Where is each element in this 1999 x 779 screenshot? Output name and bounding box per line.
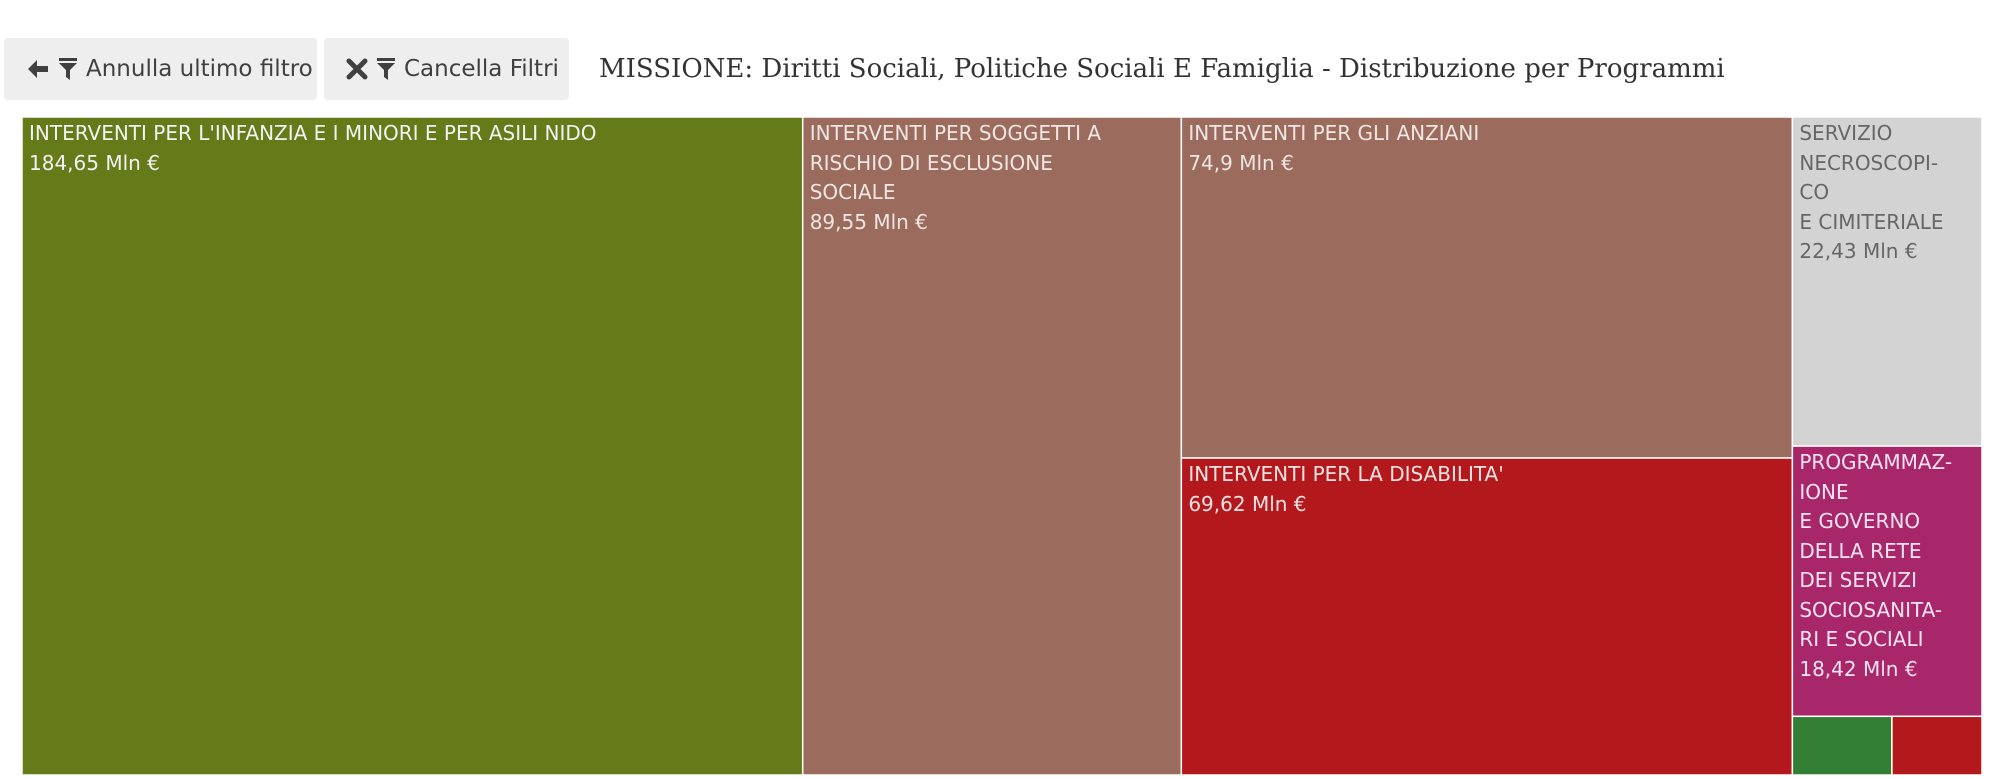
treemap-tile[interactable] xyxy=(1180,116,1794,459)
filter-icon xyxy=(58,57,78,81)
treemap-tile[interactable] xyxy=(1891,715,1983,776)
undo-last-filter-button[interactable]: Annulla ultimo filtro xyxy=(4,38,317,100)
filter-icon xyxy=(376,57,396,81)
chart-title: MISSIONE: Diritti Sociali, Politiche Soc… xyxy=(599,54,1725,84)
treemap-tile[interactable] xyxy=(1791,445,1983,718)
treemap-tile[interactable] xyxy=(1180,457,1794,776)
treemap-tile[interactable] xyxy=(21,116,804,776)
treemap-tile[interactable] xyxy=(1791,116,1983,447)
undo-last-filter-label: Annulla ultimo filtro xyxy=(86,56,313,82)
clear-filters-button[interactable]: Cancella Filtri xyxy=(324,38,569,100)
close-icon xyxy=(346,58,368,80)
treemap-tile[interactable] xyxy=(801,116,1183,776)
clear-filters-label: Cancella Filtri xyxy=(404,56,559,82)
toolbar: Annulla ultimo filtro Cancella Filtri MI… xyxy=(0,38,1999,100)
arrow-left-icon xyxy=(26,58,50,80)
treemap-tile[interactable] xyxy=(1791,715,1893,776)
